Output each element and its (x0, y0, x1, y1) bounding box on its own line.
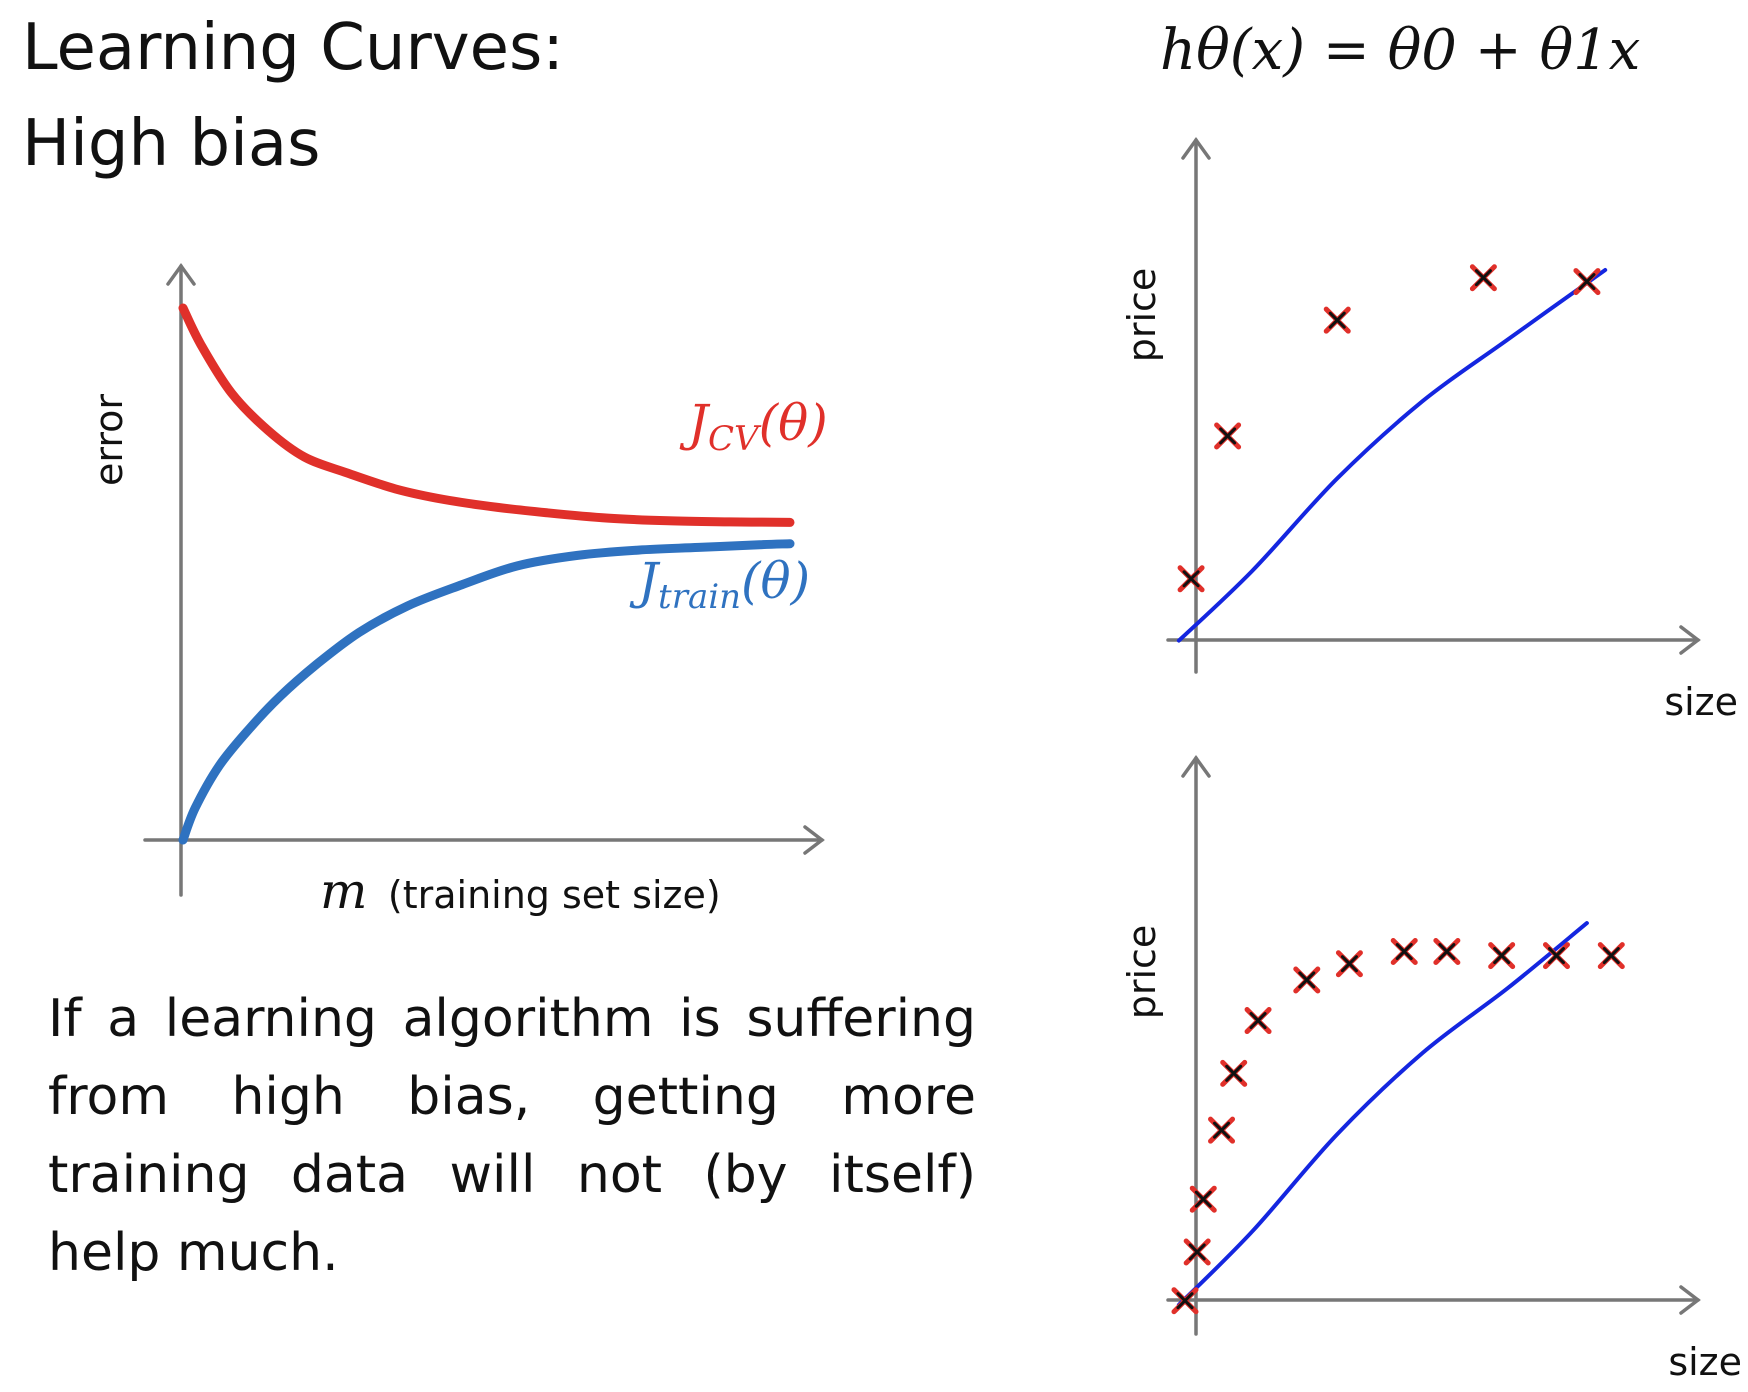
slide-title: Learning Curves: High bias (22, 0, 564, 192)
bottom-cross-stroke (1176, 1292, 1194, 1310)
bottom-cross-stroke (1249, 1012, 1267, 1030)
top-point-marker (1177, 565, 1205, 593)
bottom-point-marker (1171, 1287, 1199, 1315)
top-x-arrowhead (1679, 625, 1701, 655)
bottom-point-marker (1220, 1059, 1248, 1087)
series-line-jtrain (178, 539, 795, 845)
top-xlabel: size (1664, 680, 1738, 724)
top-point-marker (1469, 264, 1497, 292)
bottom-scatter-points (1171, 938, 1625, 1315)
top-point-marker (1323, 306, 1351, 334)
jcv-label-tail: (θ) (759, 394, 828, 452)
jcv-label-sub: CV (708, 419, 762, 459)
bottom-ylabel: price (1120, 925, 1164, 1020)
top-ylabel: price (1120, 268, 1164, 363)
bottom-cross-stroke (1213, 1121, 1231, 1139)
top-scatter-points (1177, 264, 1601, 593)
bottom-cross-stroke (1602, 947, 1620, 965)
bottom-y-arrowhead (1181, 755, 1211, 778)
bottom-x-arrowhead (1679, 1285, 1701, 1315)
caption-text: If a learning algorithm is suffering fro… (48, 989, 976, 1283)
series-line-jcv (178, 303, 795, 527)
lc-xlabel-symbol: m (320, 862, 367, 920)
top-cross-stroke (1219, 427, 1237, 445)
bottom-point-marker (1293, 966, 1321, 994)
jtrain-label-main: J (629, 552, 661, 610)
bottom-cross-stroke (1493, 947, 1511, 965)
learning-curve-axes (143, 263, 825, 897)
top-cross-stroke (1578, 273, 1596, 291)
bottom-scatter-axes (1166, 755, 1701, 1336)
bottom-point-marker (1488, 942, 1516, 970)
bottom-point-marker (1208, 1116, 1236, 1144)
bottom-point-marker (1244, 1007, 1272, 1035)
title-line-2: High bias (22, 107, 321, 181)
top-fit-line (1176, 268, 1608, 643)
bottom-point-marker (1597, 942, 1625, 970)
lc-x-arrowhead (803, 825, 825, 855)
bottom-cross-stroke (1194, 1190, 1212, 1208)
jcv-label-main: J (679, 394, 711, 452)
bottom-cross-stroke (1547, 947, 1565, 965)
bottom-point-marker (1433, 938, 1461, 966)
bottom-xlabel: size (1668, 1340, 1742, 1384)
top-point-marker (1573, 268, 1601, 296)
title-line-1: Learning Curves: (22, 11, 564, 85)
bottom-point-marker (1390, 938, 1418, 966)
series-label-jtrain: Jtrain(θ) (629, 552, 810, 617)
bottom-cross-stroke (1340, 955, 1358, 973)
lc-xlabel-text: (training set size) (388, 873, 721, 917)
top-cross-stroke (1328, 311, 1346, 329)
series-label-jcv: JCV(θ) (679, 394, 828, 459)
top-point-marker (1214, 422, 1242, 450)
bottom-point-marker (1335, 950, 1363, 978)
top-cross-stroke (1182, 570, 1200, 588)
bottom-cross-stroke (1225, 1064, 1243, 1082)
top-y-arrowhead (1181, 137, 1211, 160)
lc-ylabel: error (87, 394, 131, 486)
bottom-point-marker (1183, 1238, 1211, 1266)
lc-y-arrowhead (166, 263, 196, 286)
top-scatter-axes (1166, 137, 1701, 674)
bottom-point-marker (1542, 942, 1570, 970)
bottom-cross-stroke (1438, 943, 1456, 961)
bottom-cross-stroke (1298, 971, 1316, 989)
jtrain-label-tail: (θ) (741, 552, 810, 610)
lc-xlabel-group: m (training set size) (320, 862, 721, 920)
bottom-fit-line (1176, 921, 1589, 1307)
bottom-point-marker (1189, 1185, 1217, 1213)
bottom-cross-stroke (1395, 943, 1413, 961)
top-cross-stroke (1474, 269, 1492, 287)
jtrain-label-sub: train (658, 577, 741, 617)
bottom-cross-stroke (1188, 1243, 1206, 1261)
hypothesis-formula: hθ(x) = θ0 + θ1x (1160, 18, 1641, 83)
